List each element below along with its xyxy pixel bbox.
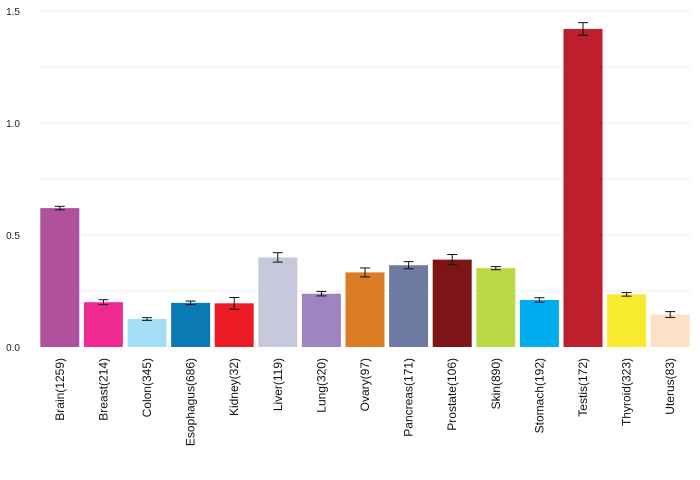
bar: [563, 28, 603, 347]
x-category-label: Breast(214): [96, 358, 110, 421]
bar: [432, 259, 472, 347]
x-category-label: Colon(345): [140, 358, 154, 417]
bar: [214, 303, 254, 347]
error-bar: [490, 266, 501, 271]
x-category-label: Skin(890): [489, 358, 503, 409]
error-bar: [229, 296, 240, 310]
error-bar: [185, 300, 196, 306]
x-category-label: Stomach(192): [532, 358, 546, 433]
error-bars: [54, 22, 676, 321]
x-category-label: Lung(320): [314, 358, 328, 413]
error-bar: [621, 292, 632, 297]
bar: [476, 268, 516, 347]
error-bar: [665, 311, 676, 318]
error-bar: [316, 290, 327, 297]
x-category-label: Testis(172): [576, 358, 590, 417]
y-axis-tick-labels: 0.0 0.5 1.0 1.5: [6, 7, 20, 354]
bar: [40, 208, 80, 347]
y-tick-label: 1.0: [6, 119, 20, 130]
bar: [519, 299, 559, 347]
bar: [171, 302, 211, 347]
x-category-label: Prostate(106): [445, 358, 459, 431]
x-category-label: Brain(1259): [53, 358, 67, 421]
bar: [345, 272, 385, 347]
bar: [301, 293, 341, 347]
error-bar: [54, 205, 65, 211]
x-category-label: Ovary(97): [358, 358, 372, 411]
error-bar: [403, 261, 414, 270]
bar: [389, 265, 429, 347]
bars: [40, 28, 690, 347]
x-category-label: Uterus(83): [663, 358, 677, 415]
x-category-label: Liver(119): [271, 358, 285, 411]
error-bar: [534, 297, 545, 303]
x-axis-category-labels: Brain(1259) Breast(214) Colon(345) Esophagu…: [53, 358, 677, 446]
y-tick-label: 0.5: [6, 231, 20, 242]
error-bar: [98, 299, 109, 306]
x-category-label: Esophagus(686): [184, 358, 198, 446]
error-bar: [360, 267, 370, 278]
bar: [127, 319, 167, 347]
error-bar: [142, 317, 152, 321]
error-bar: [578, 22, 588, 36]
error-bar: [447, 253, 458, 266]
bar: [258, 257, 298, 347]
bar: [650, 314, 690, 347]
bar: [607, 294, 647, 347]
y-tick-label: 0.0: [6, 343, 20, 354]
error-bar: [272, 252, 283, 263]
x-category-label: Thyroid(323): [620, 358, 634, 426]
x-category-label: Pancreas(171): [402, 358, 416, 437]
bar: [83, 302, 123, 347]
y-tick-label: 1.5: [6, 7, 20, 18]
x-category-label: Kidney(32): [227, 358, 241, 416]
